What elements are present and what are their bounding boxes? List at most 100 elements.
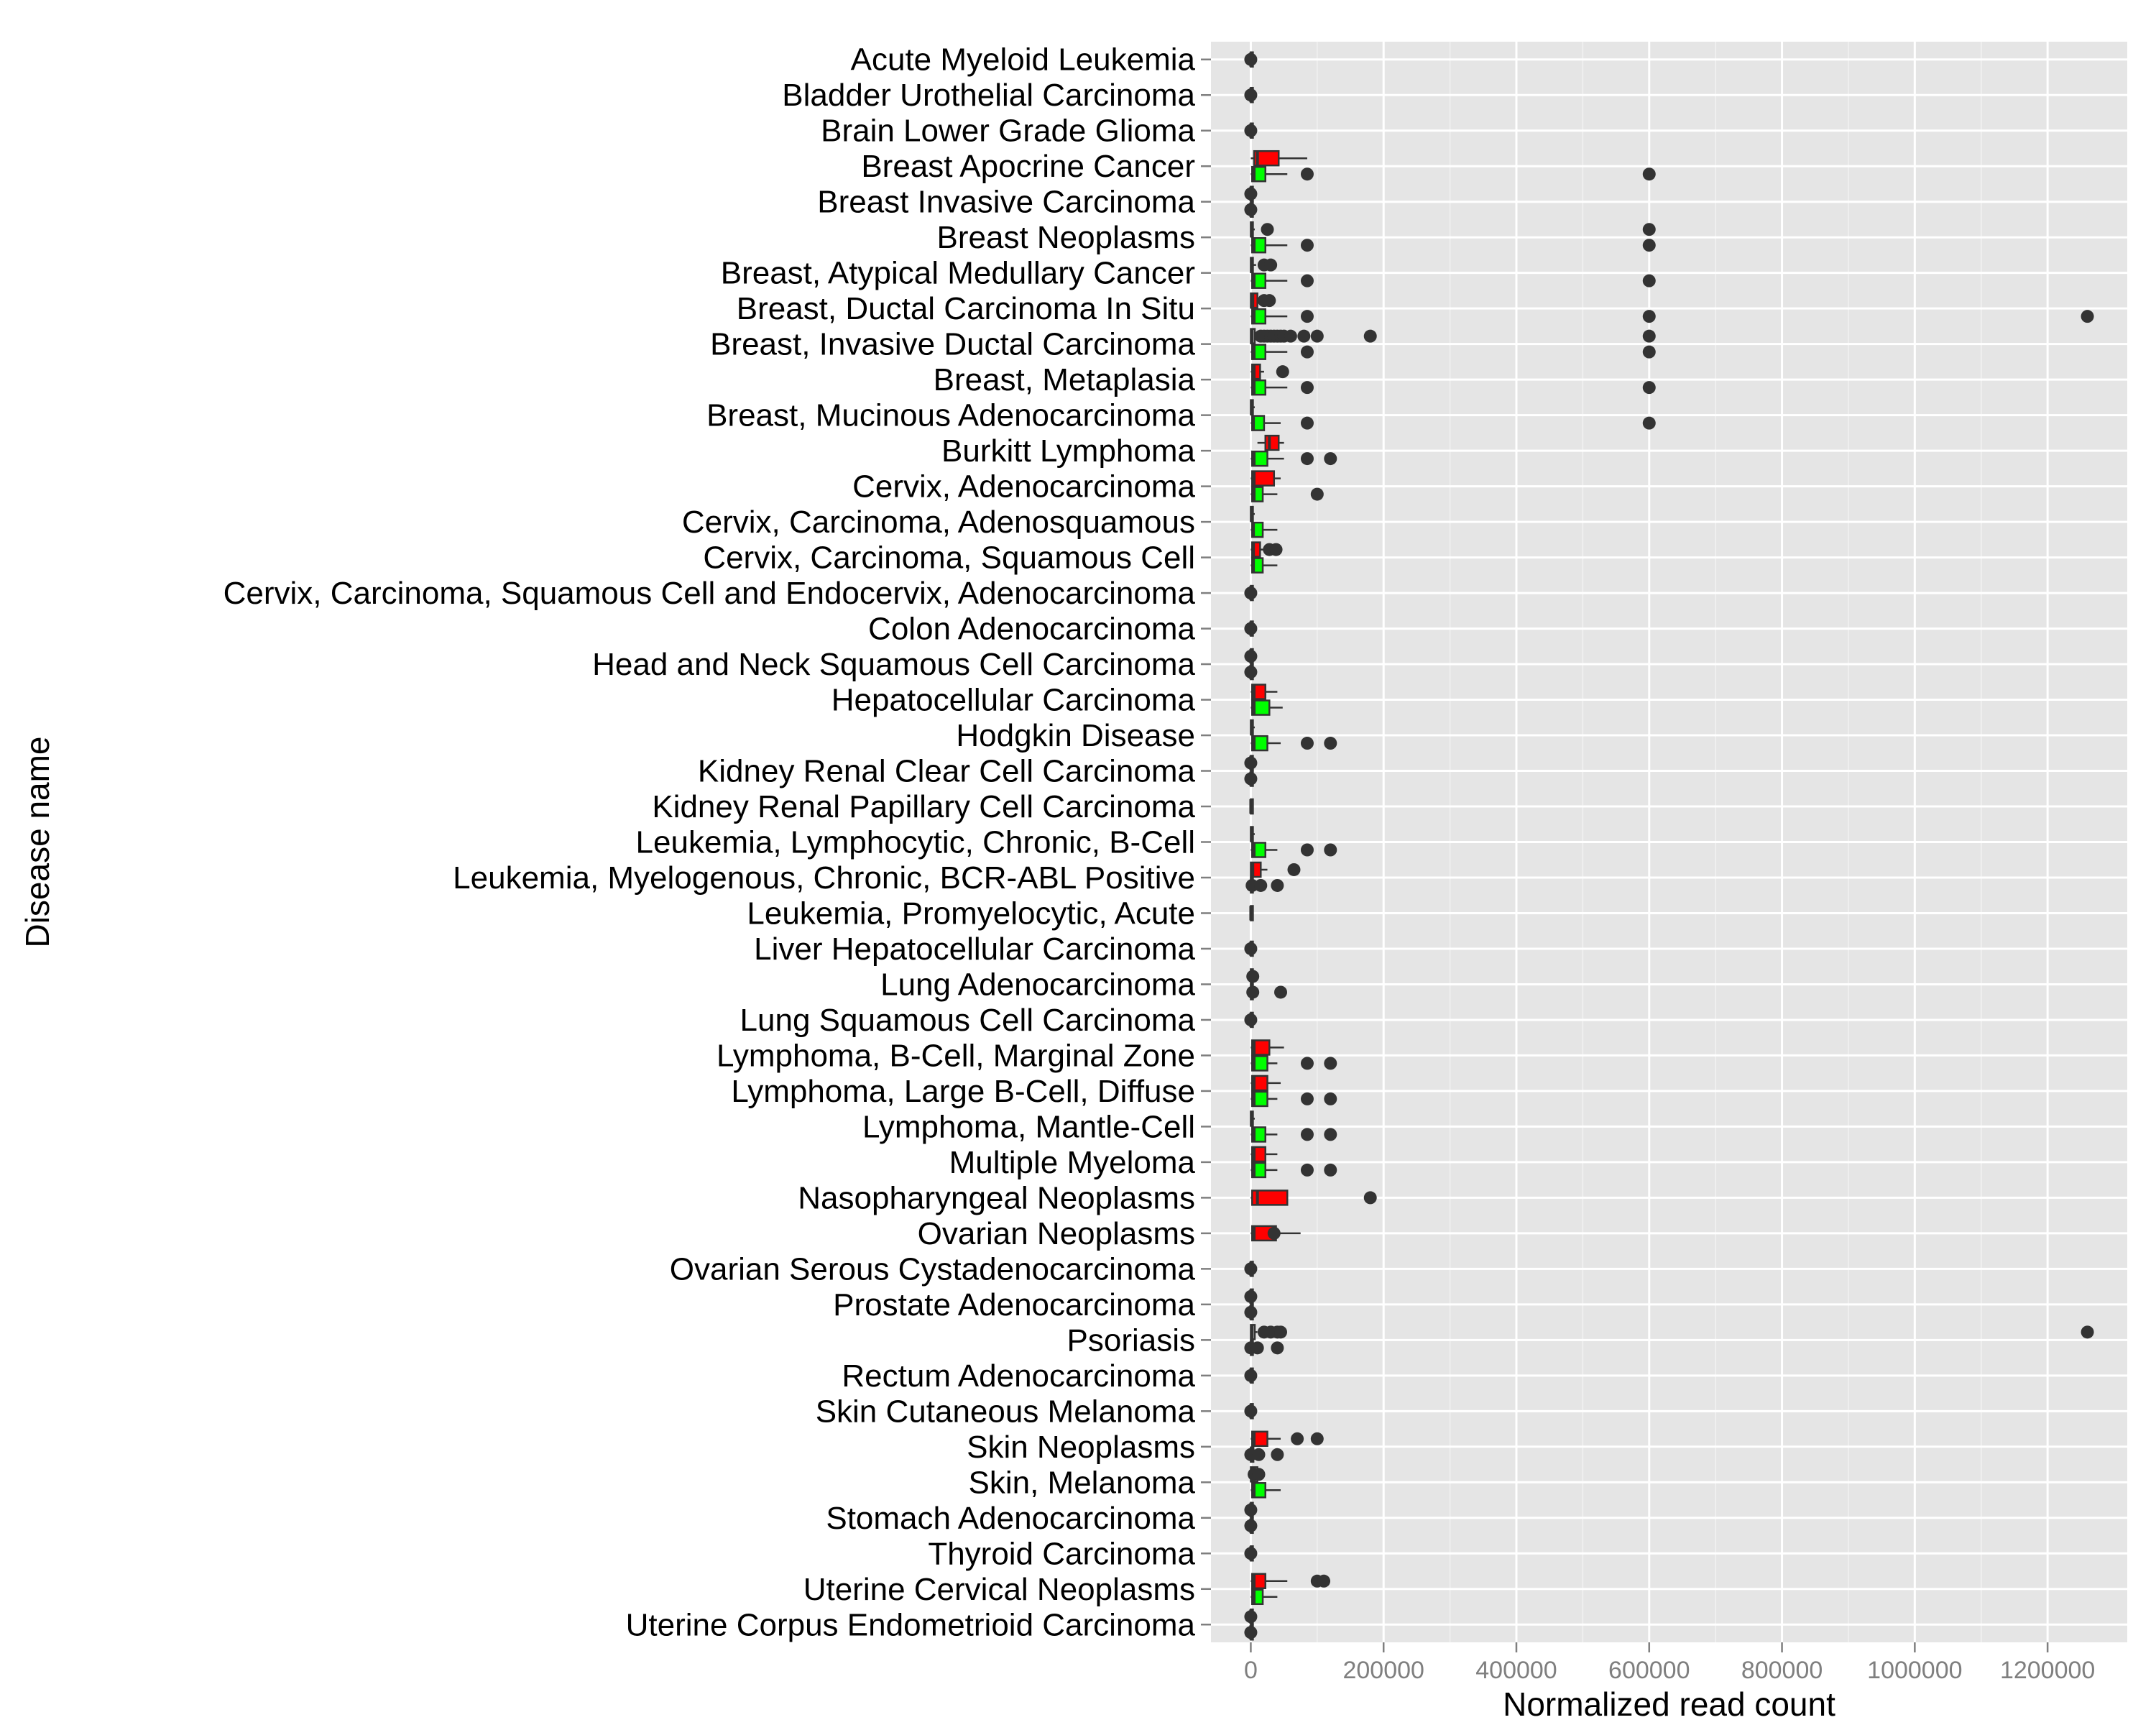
box-other (1244, 1545, 1258, 1562)
box-body (1251, 1039, 1271, 1056)
box-other (1249, 905, 1254, 921)
box-body (1251, 1430, 1268, 1448)
box-other (1244, 648, 1258, 665)
outlier-point (1244, 187, 1258, 201)
outlier-point (1324, 1163, 1337, 1177)
box-other (1244, 1304, 1258, 1321)
box-other (1244, 1517, 1258, 1535)
outlier-point (1244, 1519, 1258, 1532)
y-tick-label: Uterine Cervical Neoplasms (803, 1572, 1195, 1607)
x-tick-label: 400000 (1475, 1657, 1557, 1684)
outlier-point (1642, 274, 1656, 288)
y-tick-label: Brain Lower Grade Glioma (821, 114, 1195, 149)
y-tick-label: Lung Squamous Cell Carcinoma (740, 1003, 1196, 1038)
outlier-point (1324, 843, 1337, 857)
box-other (1246, 968, 1260, 985)
y-tick-label: Breast Neoplasms (937, 220, 1195, 255)
outlier-point (1300, 1163, 1314, 1177)
box-body (1251, 1075, 1268, 1092)
box-other (1250, 257, 1278, 273)
box-body (1251, 450, 1268, 467)
x-tick-label: 0 (1244, 1657, 1258, 1684)
box-green (1250, 272, 1656, 289)
box-green (1250, 450, 1337, 467)
x-tick-label: 1000000 (1867, 1657, 1962, 1684)
y-tick-label: Breast, Mucinous Adenocarcinoma (706, 398, 1195, 433)
outlier-point (1244, 1368, 1258, 1382)
box-other (1244, 1367, 1258, 1384)
box-green (1250, 1055, 1337, 1072)
outlier-point (1324, 452, 1337, 466)
outlier-point (1300, 310, 1314, 323)
outlier-point (1252, 1448, 1266, 1461)
outlier-point (1244, 1289, 1258, 1303)
y-tick-label: Breast, Invasive Ductal Carcinoma (710, 327, 1195, 362)
y-tick-label: Skin, Melanoma (969, 1465, 1196, 1500)
outlier-point (1250, 1341, 1264, 1355)
y-tick-label: Stomach Adenocarcinoma (826, 1501, 1195, 1536)
box-red (1250, 292, 1276, 309)
box-other (1250, 826, 1255, 842)
box-other (1244, 1446, 1284, 1463)
outlier-point (1363, 329, 1377, 343)
outlier-point (1244, 1262, 1258, 1276)
outlier-point (1263, 294, 1276, 308)
box-other (1244, 86, 1258, 104)
box-body (1251, 1090, 1268, 1108)
box-other (1250, 1110, 1255, 1127)
box-red (1250, 363, 1289, 380)
box-other (1244, 1011, 1258, 1029)
y-tick-label: Colon Adenocarcinoma (868, 612, 1195, 647)
outlier-point (1324, 1092, 1337, 1105)
outlier-point (1244, 52, 1258, 66)
outlier-point (1246, 970, 1260, 983)
box-red (1250, 1190, 1377, 1206)
outlier-point (1271, 878, 1284, 892)
box-body (1251, 1055, 1268, 1072)
outlier-point (1244, 622, 1258, 635)
box-body (1251, 699, 1271, 716)
outlier-point (1300, 1128, 1314, 1141)
outlier-point (1363, 1191, 1377, 1205)
box-green (1250, 521, 1278, 538)
box-other (1244, 1403, 1258, 1420)
outlier-point (1300, 452, 1314, 466)
outlier-point (1287, 862, 1301, 876)
y-tick-label: Uterine Corpus Endometrioid Carcinoma (626, 1607, 1196, 1642)
box-body (1251, 1190, 1289, 1206)
box-other (1250, 719, 1255, 736)
y-tick-label: Liver Hepatocellular Carcinoma (754, 932, 1195, 967)
outlier-point (1642, 239, 1656, 252)
outlier-point (1300, 416, 1314, 430)
outlier-point (1300, 1092, 1314, 1105)
outlier-point (1274, 1325, 1288, 1339)
y-tick-label: Multiple Myeloma (949, 1145, 1196, 1180)
outlier-point (1244, 203, 1258, 216)
box-other (1250, 1324, 2094, 1340)
y-tick-label: Thyroid Carcinoma (928, 1536, 1195, 1571)
outlier-point (1324, 737, 1337, 750)
box-red (1250, 1039, 1284, 1056)
outlier-point (1310, 329, 1324, 343)
box-green (1250, 236, 1656, 254)
outlier-point (1300, 1057, 1314, 1070)
y-tick-label: Breast Apocrine Cancer (861, 149, 1195, 184)
box-red (1250, 541, 1283, 558)
y-tick-label: Kidney Renal Papillary Cell Carcinoma (652, 789, 1195, 824)
box-green (1250, 1482, 1281, 1499)
box-series (1244, 51, 2094, 1641)
box-other (1244, 584, 1258, 602)
outlier-point (1300, 167, 1314, 181)
outlier-point (1317, 1574, 1331, 1588)
outlier-point (1252, 1468, 1266, 1481)
x-tick-label: 800000 (1741, 1657, 1823, 1684)
box-other (1244, 1624, 1258, 1641)
outlier-point (1310, 1432, 1324, 1445)
outlier-point (1297, 329, 1311, 343)
y-tick-label: Leukemia, Promyelocytic, Acute (747, 896, 1195, 931)
box-other (1245, 877, 1284, 894)
outlier-point (1244, 1503, 1258, 1517)
y-tick-label: Leukemia, Myelogenous, Chronic, BCR-ABL … (453, 860, 1195, 896)
outlier-point (1271, 1448, 1284, 1461)
outlier-point (1300, 239, 1314, 252)
